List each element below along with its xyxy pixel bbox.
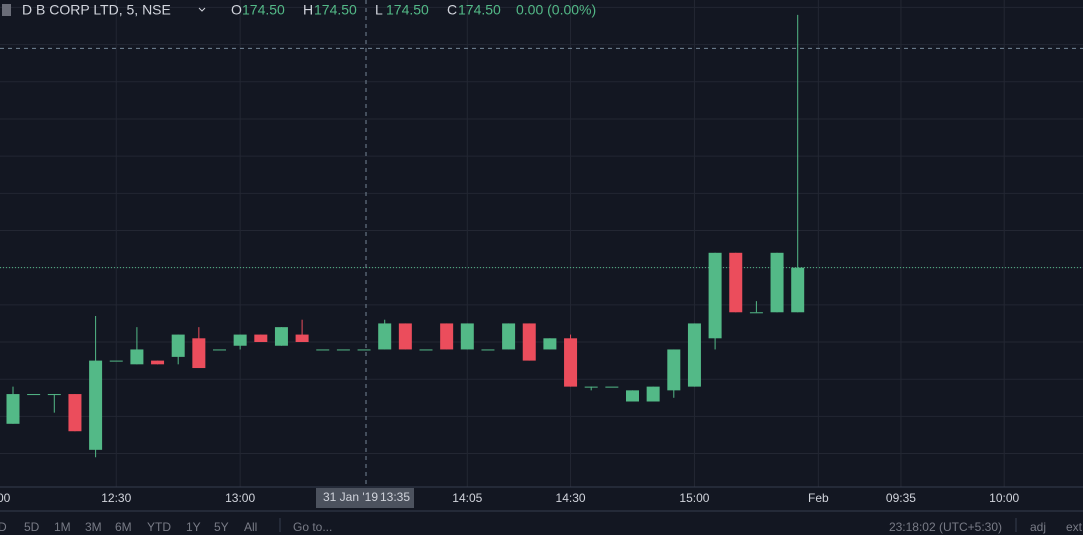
candle-body [151, 360, 165, 365]
x-tick-label: 12:30 [101, 491, 131, 505]
range-button[interactable]: 5D [24, 520, 40, 534]
candle-body [89, 360, 103, 450]
candle-body [440, 323, 454, 350]
candle-body [68, 394, 82, 432]
candle-body [646, 386, 660, 402]
range-button[interactable]: 3M [85, 520, 102, 534]
candle-body [564, 338, 578, 387]
candle-body [791, 267, 805, 313]
candle-body [336, 349, 350, 351]
crosshair-date: 31 Jan '19 [323, 490, 378, 504]
goto[interactable]: Go to... [293, 520, 332, 534]
grid [0, 0, 1083, 487]
ohlc-label: H [303, 2, 313, 18]
candle-body [130, 349, 144, 365]
candle-body [543, 338, 557, 350]
candle-body [233, 334, 247, 346]
candle-body [109, 360, 123, 362]
change: 0.00 (0.00%) [516, 2, 596, 18]
candle-body [295, 334, 309, 343]
candle-body [6, 394, 20, 424]
x-tick-label: Feb [808, 491, 829, 505]
toolbar: D 5D 1M 3M 6M YTD 1Y 5Y All adj ext [0, 520, 1083, 534]
candle-body [687, 323, 701, 387]
range-button[interactable]: D [0, 520, 7, 534]
candle-body [398, 323, 412, 350]
x-tick-label: 09:35 [886, 491, 916, 505]
ohlc-label: L [375, 2, 383, 18]
candle-body [502, 323, 516, 350]
option-button[interactable]: adj [1030, 520, 1046, 534]
x-tick-label: 10:00 [989, 491, 1019, 505]
candle-body [667, 349, 681, 391]
clock: 23:18:02 (UTC+5:30) [889, 520, 1002, 534]
candle-body [460, 323, 474, 350]
crosshair-label-box [316, 488, 414, 508]
ohlc-value: 174.50 [458, 2, 501, 18]
range-button[interactable]: 1M [54, 520, 71, 534]
symbol-chevron[interactable] [198, 7, 206, 12]
candle-body [605, 386, 619, 388]
candle-body [378, 323, 392, 350]
candle-body [27, 394, 41, 396]
x-tick-label: 13:00 [225, 491, 255, 505]
candle-body [171, 334, 185, 357]
range-button[interactable]: All [244, 520, 257, 534]
symbol[interactable]: D B CORP LTD, 5, NSE [22, 2, 171, 18]
x-tick-label: 15:00 [679, 491, 709, 505]
candle-body [357, 349, 371, 351]
candle-body [749, 312, 763, 314]
x-tick-label: 13:35 [380, 490, 410, 504]
candle-body [192, 338, 206, 369]
option-button[interactable]: ext [1066, 520, 1083, 534]
candle-body [729, 252, 743, 313]
x-tick-label: 00 [0, 491, 11, 505]
candles [6, 14, 805, 458]
candle-body [770, 252, 784, 313]
range-button[interactable]: 1Y [186, 520, 201, 534]
range-button[interactable]: YTD [147, 520, 171, 534]
ohlc-value: 174.50 [314, 2, 357, 18]
candle-body [316, 349, 330, 351]
candle-body [419, 349, 433, 351]
candle-body [213, 349, 226, 351]
candle-body [522, 323, 536, 361]
ohlc-label: C [447, 2, 457, 18]
candle-body [481, 349, 495, 351]
candle-body [584, 386, 598, 388]
candle-body [274, 327, 288, 346]
candle-body [47, 394, 61, 396]
x-tick-label: 14:30 [556, 491, 586, 505]
range-button[interactable]: 6M [115, 520, 132, 534]
ohlc-label: O [231, 2, 242, 18]
ohlc-value: 174.50 [386, 2, 429, 18]
candle-body [708, 252, 722, 339]
candle-body [626, 390, 639, 402]
ohlc-value: 174.50 [242, 2, 285, 18]
candle-body [254, 334, 268, 343]
symbol-icon [2, 4, 11, 16]
range-button[interactable]: 5Y [214, 520, 229, 534]
ohlc: O 174.50 H 174.50 L 174.50 C 174.50 [231, 2, 501, 18]
x-tick-label: 14:05 [452, 491, 482, 505]
